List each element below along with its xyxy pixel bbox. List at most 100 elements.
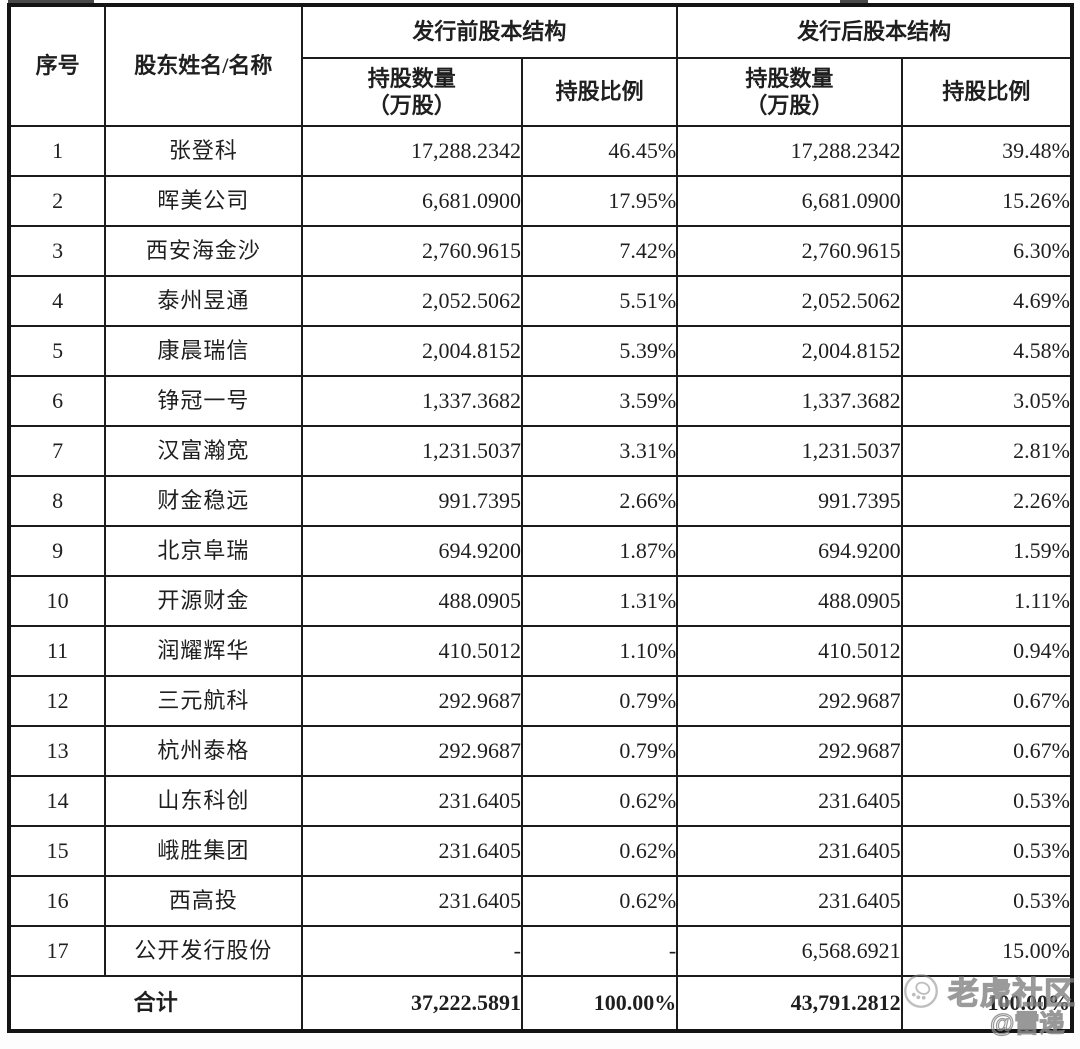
table-row: 1 张登科 17,288.2342 46.45% 17,288.2342 39.…	[7, 125, 1074, 177]
row-seq: 2	[7, 175, 107, 227]
row-seq: 7	[7, 425, 107, 477]
row-post-quantity: 991.7395	[676, 475, 903, 527]
row-shareholder-name: 开源财金	[104, 575, 303, 627]
table-row: 2 晖美公司 6,681.0900 17.95% 6,681.0900 15.2…	[7, 175, 1074, 227]
row-shareholder-name: 三元航科	[104, 675, 303, 727]
scan-artifact	[8, 0, 94, 3]
row-seq: 14	[7, 775, 107, 827]
row-post-percentage: 0.67%	[900, 675, 1074, 727]
row-post-quantity: 231.6405	[676, 825, 903, 877]
row-post-quantity: 292.9687	[676, 725, 903, 777]
row-post-percentage: 0.53%	[900, 825, 1074, 877]
row-seq: 8	[7, 475, 107, 527]
row-post-quantity: 2,004.8152	[676, 325, 903, 377]
row-pre-percentage: 0.62%	[520, 875, 679, 927]
table-row: 15 峨胜集团 231.6405 0.62% 231.6405 0.53%	[7, 825, 1074, 877]
row-post-quantity: 292.9687	[676, 675, 903, 727]
row-pre-quantity: 231.6405	[300, 825, 523, 877]
row-shareholder-name: 西安海金沙	[104, 225, 303, 277]
row-shareholder-name: 张登科	[104, 125, 303, 177]
row-pre-percentage: 1.10%	[520, 625, 679, 677]
table-footer: 合计 37,222.5891 100.00% 43,791.2812 100.0…	[8, 975, 1074, 1032]
row-pre-quantity: 2,760.9615	[300, 225, 523, 277]
row-seq: 11	[7, 625, 107, 677]
header-post-quantity: 持股数量 （万股）	[676, 57, 903, 127]
row-seq: 12	[7, 675, 107, 727]
row-shareholder-name: 汉富瀚宽	[104, 425, 303, 477]
row-post-percentage: 0.67%	[900, 725, 1074, 777]
row-post-quantity: 6,568.6921	[676, 925, 903, 977]
table-row: 4 泰州昱通 2,052.5062 5.51% 2,052.5062 4.69%	[7, 275, 1074, 327]
table-row: 5 康晨瑞信 2,004.8152 5.39% 2,004.8152 4.58%	[7, 325, 1074, 377]
row-shareholder-name: 公开发行股份	[104, 925, 303, 977]
table-row: 12 三元航科 292.9687 0.79% 292.9687 0.67%	[7, 675, 1074, 727]
total-post-percentage: 100.00%	[900, 975, 1074, 1032]
row-shareholder-name: 杭州泰格	[104, 725, 303, 777]
row-pre-quantity: 991.7395	[300, 475, 523, 527]
row-post-quantity: 231.6405	[676, 875, 903, 927]
row-shareholder-name: 北京阜瑞	[104, 525, 303, 577]
row-post-quantity: 694.9200	[676, 525, 903, 577]
row-post-quantity: 488.0905	[676, 575, 903, 627]
header-pre-quantity-line1: 持股数量	[367, 65, 456, 91]
total-pre-quantity: 37,222.5891	[300, 975, 523, 1032]
header-seq: 序号	[7, 4, 107, 127]
row-pre-quantity: 694.9200	[300, 525, 523, 577]
header-shareholder-name: 股东姓名/名称	[104, 4, 303, 127]
row-shareholder-name: 峨胜集团	[104, 825, 303, 877]
row-post-quantity: 231.6405	[676, 775, 903, 827]
row-post-quantity: 6,681.0900	[676, 175, 903, 227]
row-shareholder-name: 财金稳远	[104, 475, 303, 527]
row-post-percentage: 15.26%	[900, 175, 1074, 227]
row-pre-percentage: 0.62%	[520, 775, 679, 827]
total-row: 合计 37,222.5891 100.00% 43,791.2812 100.0…	[8, 975, 1074, 1032]
row-pre-quantity: 488.0905	[300, 575, 523, 627]
row-seq: 9	[7, 525, 107, 577]
row-seq: 5	[7, 325, 107, 377]
row-seq: 16	[7, 875, 107, 927]
table-row: 3 西安海金沙 2,760.9615 7.42% 2,760.9615 6.30…	[7, 225, 1074, 277]
header-group-post-issuance: 发行后股本结构	[676, 4, 1073, 59]
row-post-percentage: 15.00%	[900, 925, 1074, 977]
row-shareholder-name: 山东科创	[104, 775, 303, 827]
row-pre-quantity: 6,681.0900	[300, 175, 523, 227]
row-post-quantity: 2,052.5062	[676, 275, 903, 327]
row-seq: 15	[7, 825, 107, 877]
row-post-percentage: 2.26%	[900, 475, 1074, 527]
row-seq: 6	[7, 375, 107, 427]
header-post-percentage: 持股比例	[900, 57, 1074, 127]
row-post-percentage: 3.05%	[900, 375, 1074, 427]
row-shareholder-name: 西高投	[104, 875, 303, 927]
table-body: 1 张登科 17,288.2342 46.45% 17,288.2342 39.…	[7, 125, 1074, 977]
row-pre-quantity: 1,337.3682	[300, 375, 523, 427]
row-pre-quantity: 1,231.5037	[300, 425, 523, 477]
row-pre-percentage: 7.42%	[520, 225, 679, 277]
row-seq: 3	[7, 225, 107, 277]
table-row: 16 西高投 231.6405 0.62% 231.6405 0.53%	[7, 875, 1074, 927]
row-pre-quantity: 410.5012	[300, 625, 523, 677]
table-row: 14 山东科创 231.6405 0.62% 231.6405 0.53%	[7, 775, 1074, 827]
row-post-quantity: 1,337.3682	[676, 375, 903, 427]
table-row: 9 北京阜瑞 694.9200 1.87% 694.9200 1.59%	[7, 525, 1074, 577]
scan-artifact	[840, 0, 868, 3]
row-post-percentage: 1.11%	[900, 575, 1074, 627]
row-pre-percentage: 2.66%	[520, 475, 679, 527]
row-post-quantity: 2,760.9615	[676, 225, 903, 277]
table-row: 10 开源财金 488.0905 1.31% 488.0905 1.11%	[7, 575, 1074, 627]
row-seq: 10	[7, 575, 107, 627]
header-post-quantity-line1: 持股数量	[745, 65, 834, 91]
row-pre-percentage: 3.31%	[520, 425, 679, 477]
row-post-quantity: 1,231.5037	[676, 425, 903, 477]
row-post-quantity: 17,288.2342	[676, 125, 903, 177]
table-header: 序号 股东姓名/名称 发行前股本结构 发行后股本结构 持股数量 （万股） 持股比…	[7, 4, 1074, 127]
row-post-percentage: 2.81%	[900, 425, 1074, 477]
row-pre-quantity: 231.6405	[300, 775, 523, 827]
row-shareholder-name: 铮冠一号	[104, 375, 303, 427]
table-row: 7 汉富瀚宽 1,231.5037 3.31% 1,231.5037 2.81%	[7, 425, 1074, 477]
header-group-pre-issuance: 发行前股本结构	[300, 4, 679, 59]
row-post-percentage: 0.53%	[900, 875, 1074, 927]
row-pre-percentage: 5.39%	[520, 325, 679, 377]
header-post-quantity-line2: （万股）	[745, 93, 834, 118]
row-post-percentage: 0.53%	[900, 775, 1074, 827]
